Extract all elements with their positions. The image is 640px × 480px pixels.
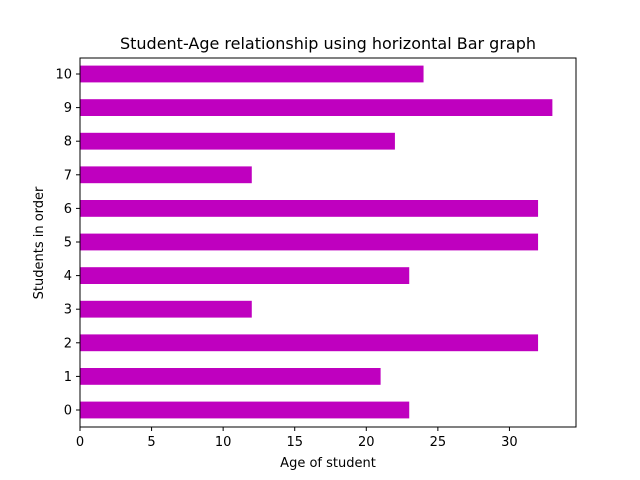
x-tick-label: 20 [358,435,375,450]
x-tick-label: 15 [286,435,303,450]
bar-7 [80,166,252,184]
x-tick-label: 30 [501,435,518,450]
bar-10 [80,65,424,83]
bar-0 [80,401,410,419]
y-tick-label: 10 [55,68,72,83]
y-tick-label: 1 [64,370,72,385]
bar-9 [80,99,553,116]
y-tick-label: 8 [64,135,72,150]
bar-5 [80,233,539,251]
y-tick-label: 4 [64,269,72,284]
y-tick-label: 2 [64,336,72,351]
chart-title: Student-Age relationship using horizonta… [120,34,536,53]
x-axis-ticks: 0 5 10 15 20 25 30 [76,427,518,450]
bars-group [80,65,553,419]
bar-3 [80,300,252,318]
y-tick-label: 7 [64,168,72,183]
y-tick-label: 0 [64,404,72,419]
x-tick-label: 25 [430,435,447,450]
bar-4 [80,267,410,284]
bar-1 [80,368,381,385]
x-tick-label: 10 [215,435,232,450]
y-tick-label: 5 [64,236,72,251]
y-axis-ticks: 0 1 2 3 4 5 6 7 8 9 10 [55,68,80,419]
x-tick-label: 0 [76,435,84,450]
plot-frame [79,57,577,428]
y-tick-label: 6 [64,202,72,217]
bar-8 [80,132,395,150]
x-axis-label: Age of student [280,456,376,471]
bar-2 [80,334,539,352]
x-tick-label: 5 [147,435,155,450]
bar-6 [80,200,539,217]
y-tick-label: 9 [64,101,72,116]
y-axis-label: Students in order [32,186,47,299]
y-tick-label: 3 [64,303,72,318]
